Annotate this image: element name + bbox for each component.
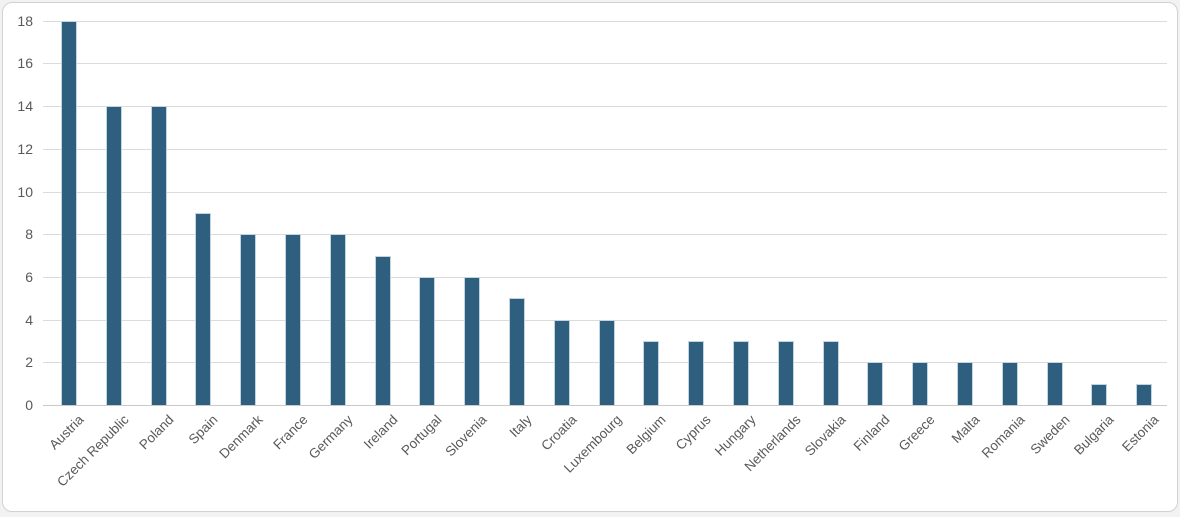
bar-finland xyxy=(867,362,884,405)
bar-belgium xyxy=(643,340,660,405)
y-axis-tick-label: 6 xyxy=(25,268,33,285)
bar-malta xyxy=(957,362,973,405)
x-axis-line xyxy=(43,405,1167,406)
bar-czech-republic xyxy=(105,106,122,405)
bar-spain xyxy=(195,212,212,405)
y-axis-tick-label: 0 xyxy=(25,397,33,413)
y-axis-tick-label: 2 xyxy=(25,354,33,371)
bar-bulgaria xyxy=(1091,383,1108,405)
bar-france xyxy=(285,234,301,405)
bar-italy xyxy=(509,298,525,405)
y-axis-tick-label: 18 xyxy=(17,12,33,29)
gridline xyxy=(43,191,1167,193)
bar-denmark xyxy=(240,234,257,405)
gridline xyxy=(43,20,1167,22)
bar-luxembourg xyxy=(598,319,615,405)
bar-ireland xyxy=(374,255,391,405)
bar-sweden xyxy=(1046,362,1063,405)
y-axis-tick-label: 14 xyxy=(17,98,33,115)
gridline xyxy=(43,106,1167,108)
y-axis-tick-label: 8 xyxy=(25,226,33,243)
bar-germany xyxy=(329,234,346,405)
plot-area: 0 2 4 6 8 10 12 14 16 18 Austria Czech Republic Pola… xyxy=(3,3,1177,511)
bar-austria xyxy=(61,20,77,405)
gridline xyxy=(43,63,1167,65)
bar-hungary xyxy=(733,340,749,405)
bar-portugal xyxy=(419,276,436,405)
gridline xyxy=(43,148,1167,150)
y-axis-tick-label: 10 xyxy=(17,183,33,200)
y-axis-tick-label: 4 xyxy=(25,311,33,328)
y-axis-tick-label: 12 xyxy=(17,140,33,157)
bar-greece xyxy=(912,362,929,405)
bar-poland xyxy=(150,106,167,405)
bar-estonia xyxy=(1136,383,1153,405)
bar-netherlands xyxy=(777,340,794,405)
bar-slovakia xyxy=(822,340,839,405)
bar-croatia xyxy=(553,319,570,405)
bar-slovenia xyxy=(464,276,481,405)
y-axis-tick-label: 16 xyxy=(17,55,33,72)
gridline xyxy=(43,234,1167,236)
gridline xyxy=(43,276,1167,278)
bar-cyprus xyxy=(688,340,705,405)
bar-romania xyxy=(1001,362,1018,405)
